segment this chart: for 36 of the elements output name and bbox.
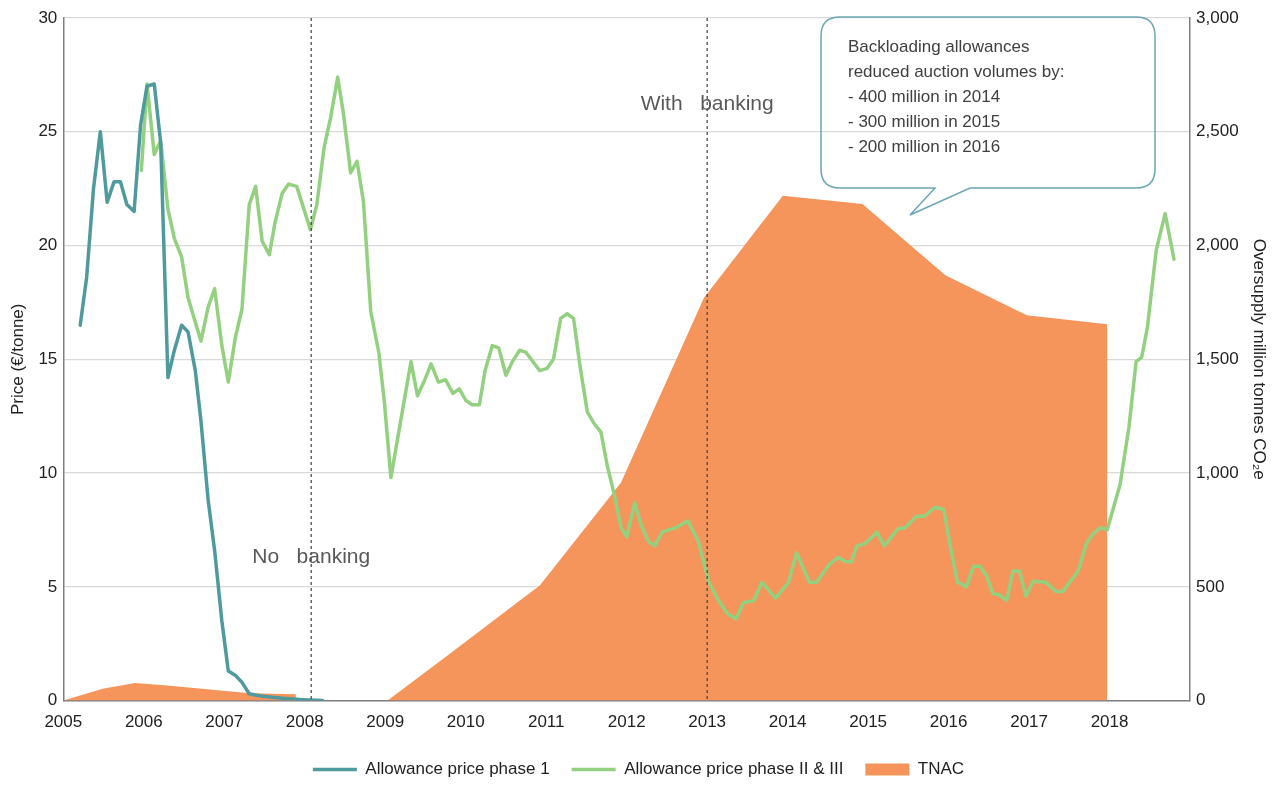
x-tick-label: 2005 bbox=[44, 712, 83, 732]
y2-tick-label: 3,000 bbox=[1196, 7, 1239, 27]
y2-tick-label: 1,500 bbox=[1196, 348, 1239, 368]
y2-tick-label: 2,500 bbox=[1196, 121, 1239, 141]
y-tick-label: 0 bbox=[47, 690, 58, 710]
x-tick-label: 2013 bbox=[688, 712, 727, 732]
y-tick-label: 15 bbox=[38, 348, 58, 368]
y-axis-title: Price (€/tonne) bbox=[7, 303, 27, 416]
annotation: No banking bbox=[252, 544, 371, 568]
y2-tick-label: 1,000 bbox=[1196, 462, 1239, 482]
x-tick-label: 2010 bbox=[446, 712, 485, 732]
x-tick-label: 2017 bbox=[1010, 712, 1049, 732]
y2-tick-label: 2,000 bbox=[1196, 235, 1239, 255]
y-tick-label: 30 bbox=[38, 7, 58, 27]
x-tick-label: 2014 bbox=[768, 712, 807, 732]
y-tick-label: 20 bbox=[38, 235, 58, 255]
x-tick-label: 2018 bbox=[1090, 712, 1129, 732]
y2-tick-label: 0 bbox=[1196, 690, 1206, 710]
y2-tick-label: 500 bbox=[1196, 576, 1225, 596]
x-tick-label: 2016 bbox=[929, 712, 968, 732]
x-tick-label: 2007 bbox=[205, 712, 244, 732]
legend-label: TNAC bbox=[917, 759, 965, 779]
x-tick-label: 2008 bbox=[285, 712, 324, 732]
y-tick-label: 25 bbox=[38, 121, 58, 141]
x-tick-label: 2006 bbox=[124, 712, 163, 732]
y-tick-label: 10 bbox=[38, 462, 58, 482]
legend-label: Allowance price phase II & III bbox=[624, 759, 844, 779]
x-tick-label: 2011 bbox=[527, 712, 565, 732]
y-tick-label: 5 bbox=[47, 576, 58, 596]
x-tick-label: 2015 bbox=[849, 712, 888, 732]
legend-label: Allowance price phase 1 bbox=[365, 759, 550, 779]
x-tick-label: 2012 bbox=[607, 712, 646, 732]
x-tick-label: 2009 bbox=[366, 712, 405, 732]
annotation: With banking bbox=[640, 91, 774, 115]
annotation: Backloading allowances reduced auction volumes by: - 400 million in 2014 - 300 million in 2015 - 200 million in 2016 bbox=[848, 36, 1065, 158]
y2-axis-title: Oversupply million tonnes CO₂e bbox=[1250, 238, 1270, 480]
